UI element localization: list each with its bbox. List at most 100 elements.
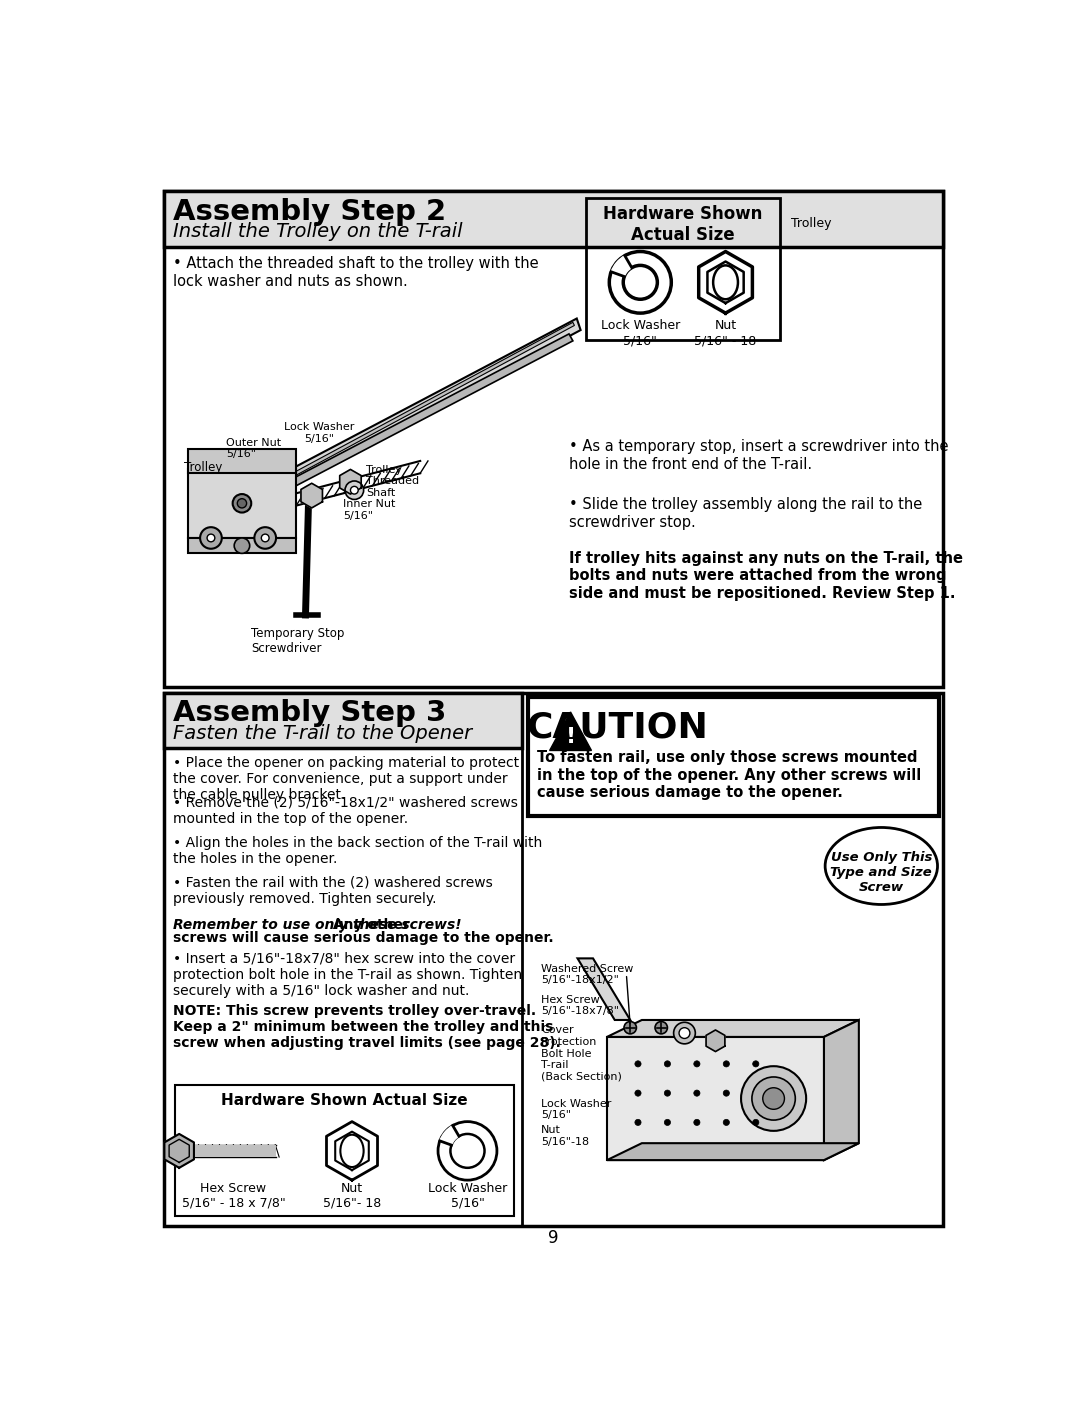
Text: Use Only This
Type and Size
Screw: Use Only This Type and Size Screw	[831, 850, 932, 894]
Circle shape	[261, 535, 269, 542]
Circle shape	[350, 487, 359, 494]
Text: To fasten rail, use only those screws mounted
in the top of the opener. Any othe: To fasten rail, use only those screws mo…	[537, 751, 921, 800]
Text: • As a temporary stop, insert a screwdriver into the
hole in the front end of th: • As a temporary stop, insert a screwdri…	[569, 439, 948, 471]
Text: Lock Washer
5/16": Lock Washer 5/16"	[428, 1181, 508, 1209]
Bar	[528, 696, 940, 817]
Bar	[164, 191, 943, 686]
Text: • Attach the threaded shaft to the trolley with the
lock washer and nuts as show: • Attach the threaded shaft to the troll…	[173, 257, 539, 289]
Polygon shape	[197, 318, 581, 529]
Polygon shape	[340, 470, 361, 494]
Circle shape	[679, 1027, 690, 1038]
Circle shape	[724, 1090, 729, 1096]
Polygon shape	[197, 334, 572, 536]
Bar	[188, 469, 296, 537]
Text: Any other: Any other	[328, 918, 409, 932]
Circle shape	[207, 535, 215, 542]
Circle shape	[674, 1023, 696, 1044]
Text: Inner Nut
5/16": Inner Nut 5/16"	[342, 499, 395, 521]
Text: • Remove the (2) 5/16"-18x1/2" washered screws
mounted in the top of the opener.: • Remove the (2) 5/16"-18x1/2" washered …	[173, 796, 517, 826]
Text: Lock Washer
5/16": Lock Washer 5/16"	[541, 1099, 611, 1120]
Circle shape	[238, 498, 246, 508]
Text: Hardware Shown
Actual Size: Hardware Shown Actual Size	[604, 205, 762, 244]
Polygon shape	[201, 323, 575, 526]
Circle shape	[664, 1090, 671, 1096]
Polygon shape	[706, 1030, 725, 1052]
Bar	[175, 1086, 514, 1216]
Circle shape	[232, 494, 252, 512]
Bar	[586, 198, 780, 340]
Polygon shape	[164, 1134, 194, 1167]
Text: Lock Washer
5/16": Lock Washer 5/16"	[284, 422, 354, 445]
Bar	[188, 449, 296, 473]
Circle shape	[724, 1061, 729, 1066]
Text: Lock Washer
5/16": Lock Washer 5/16"	[600, 320, 680, 348]
Circle shape	[753, 1061, 759, 1066]
Text: Install the Trolley on the T-rail: Install the Trolley on the T-rail	[173, 222, 462, 241]
Text: NOTE: This screw prevents trolley over-travel.
Keep a 2" minimum between the tro: NOTE: This screw prevents trolley over-t…	[173, 1003, 561, 1051]
Text: Outer Nut
5/16": Outer Nut 5/16"	[227, 438, 282, 459]
Bar	[188, 537, 296, 553]
Polygon shape	[550, 711, 592, 751]
Circle shape	[753, 1120, 759, 1125]
Text: Trolley: Trolley	[184, 462, 222, 474]
Polygon shape	[607, 1020, 859, 1037]
Text: T-rail
(Back Section): T-rail (Back Section)	[541, 1061, 622, 1082]
Text: • Place the opener on packing material to protect
the cover. For convenience, pu: • Place the opener on packing material t…	[173, 756, 519, 803]
Circle shape	[762, 1087, 784, 1110]
Circle shape	[664, 1120, 671, 1125]
Bar	[164, 191, 943, 247]
Bar	[607, 1037, 824, 1160]
Text: screws will cause serious damage to the opener.: screws will cause serious damage to the …	[173, 932, 554, 946]
Bar	[191, 1145, 276, 1157]
Text: Remember to use only these screws!: Remember to use only these screws!	[173, 918, 461, 932]
Circle shape	[200, 528, 221, 549]
Circle shape	[724, 1120, 729, 1125]
Text: Washered Screw
5/16"-18x1/2": Washered Screw 5/16"-18x1/2"	[541, 964, 634, 985]
Bar	[164, 693, 522, 748]
Text: !: !	[566, 727, 576, 746]
Text: Assembly Step 3: Assembly Step 3	[173, 699, 446, 727]
Text: Trolley
Threaded
Shaft: Trolley Threaded Shaft	[366, 464, 419, 498]
Text: • Slide the trolley assembly along the rail to the
screwdriver stop.: • Slide the trolley assembly along the r…	[569, 497, 922, 529]
Circle shape	[624, 1021, 636, 1034]
Circle shape	[635, 1090, 642, 1096]
Circle shape	[664, 1061, 671, 1066]
Circle shape	[635, 1061, 642, 1066]
Circle shape	[234, 537, 249, 553]
Text: Nut
5/16" - 18: Nut 5/16" - 18	[694, 320, 757, 348]
Wedge shape	[440, 1125, 459, 1145]
Text: Cover
Protection
Bolt Hole: Cover Protection Bolt Hole	[541, 1026, 597, 1059]
Text: • Insert a 5/16"-18x7/8" hex screw into the cover
protection bolt hole in the T-: • Insert a 5/16"-18x7/8" hex screw into …	[173, 951, 522, 998]
Text: Nut
5/16"- 18: Nut 5/16"- 18	[323, 1181, 381, 1209]
Text: Hardware Shown Actual Size: Hardware Shown Actual Size	[221, 1093, 468, 1108]
Ellipse shape	[825, 828, 937, 905]
Text: Temporary Stop
Screwdriver: Temporary Stop Screwdriver	[252, 627, 345, 655]
Polygon shape	[607, 1143, 859, 1160]
Text: Nut
5/16"-18: Nut 5/16"-18	[541, 1125, 590, 1148]
Text: CAUTION: CAUTION	[526, 710, 708, 745]
Text: If trolley hits against any nuts on the T-rail, the
bolts and nuts were attached: If trolley hits against any nuts on the …	[569, 551, 963, 600]
Circle shape	[635, 1120, 642, 1125]
Text: Hex Screw
5/16"-18x7/8": Hex Screw 5/16"-18x7/8"	[541, 995, 619, 1016]
Text: • Align the holes in the back section of the T-rail with
the holes in the opener: • Align the holes in the back section of…	[173, 836, 542, 866]
Text: • Fasten the rail with the (2) washered screws
previously removed. Tighten secur: • Fasten the rail with the (2) washered …	[173, 875, 492, 906]
Circle shape	[656, 1021, 667, 1034]
Text: Hex Screw
5/16" - 18 x 7/8": Hex Screw 5/16" - 18 x 7/8"	[181, 1181, 285, 1209]
Circle shape	[693, 1061, 700, 1066]
Bar	[164, 693, 943, 1226]
Circle shape	[693, 1090, 700, 1096]
Wedge shape	[611, 255, 632, 276]
Circle shape	[255, 528, 276, 549]
Text: Assembly Step 2: Assembly Step 2	[173, 198, 446, 226]
Polygon shape	[301, 483, 323, 508]
Text: Fasten the T-rail to the Opener: Fasten the T-rail to the Opener	[173, 724, 472, 742]
Circle shape	[753, 1090, 759, 1096]
Text: Trolley: Trolley	[792, 217, 832, 230]
Circle shape	[693, 1120, 700, 1125]
Text: 9: 9	[549, 1229, 558, 1247]
Circle shape	[752, 1078, 795, 1120]
Circle shape	[345, 481, 364, 499]
Polygon shape	[824, 1020, 859, 1160]
Polygon shape	[578, 958, 631, 1020]
Circle shape	[741, 1066, 806, 1131]
